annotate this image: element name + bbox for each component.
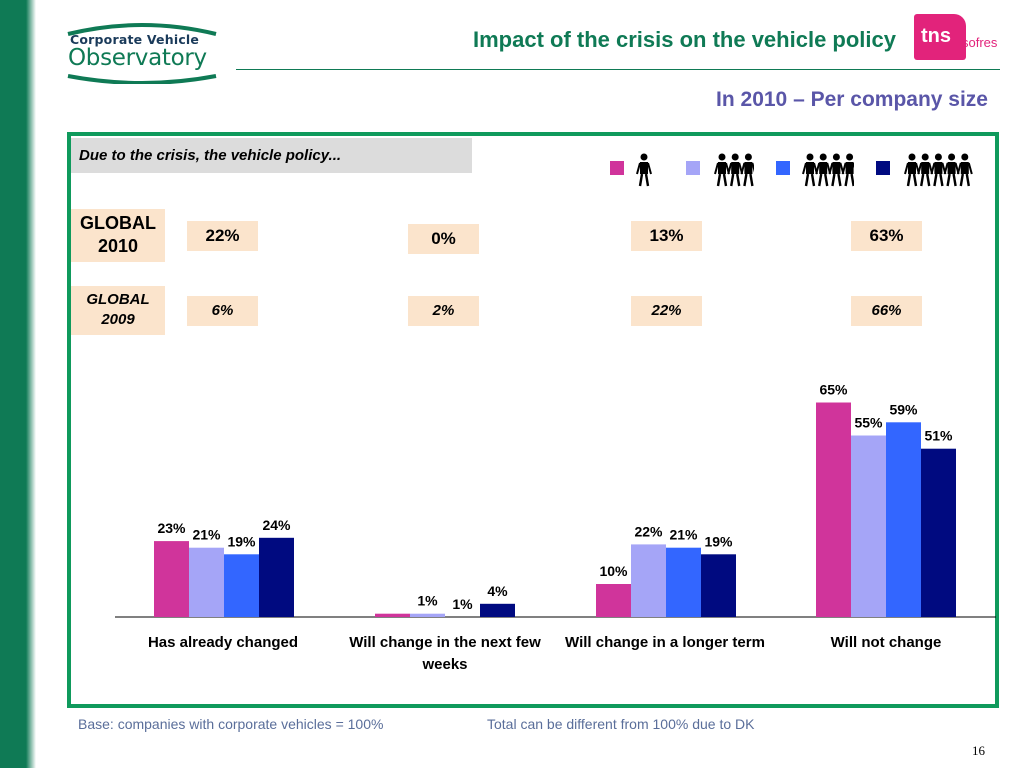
corporate-vehicle-observatory-logo: Corporate Vehicle Observatory <box>62 18 222 84</box>
chart-frame <box>67 132 999 708</box>
bar-series-4 <box>921 448 956 617</box>
global-2009-value: 6% <box>187 296 258 326</box>
legend-swatch-series-1 <box>610 161 624 175</box>
person-figure <box>714 153 730 187</box>
bar-data-label: 19% <box>227 533 256 549</box>
global-2010-value: 22% <box>187 221 258 251</box>
person-figure <box>943 153 960 187</box>
bar-series-3 <box>224 554 259 617</box>
category-label: Will change in a longer term <box>565 634 765 651</box>
bar-series-3 <box>666 547 701 617</box>
bar-data-label: 19% <box>704 533 733 549</box>
legend-swatch-series-3 <box>776 161 790 175</box>
sofres-logo-text: sofres <box>962 35 998 50</box>
person-figure <box>841 153 854 187</box>
page-subtitle: In 2010 – Per company size <box>716 88 988 111</box>
logo-line1: Corporate Vehicle <box>70 32 200 47</box>
global-2010-value: 13% <box>631 221 702 251</box>
tns-logo-text: tns <box>921 25 951 47</box>
bar-series-3 <box>886 422 921 617</box>
global-2009-label: GLOBAL 2009 <box>71 286 165 335</box>
page-title: Impact of the crisis on the vehicle poli… <box>472 27 896 52</box>
people-5-icon <box>904 153 973 187</box>
logo-line2: Observatory <box>68 45 207 71</box>
people-3-icon <box>802 153 854 187</box>
person-figure <box>815 153 832 187</box>
bar-data-label: 21% <box>192 527 221 543</box>
bar-series-2 <box>631 544 666 617</box>
left-decorative-band <box>0 0 26 768</box>
bar-data-label: 23% <box>157 520 186 536</box>
tns-logo-box <box>914 14 966 60</box>
bar-data-label: 21% <box>669 527 698 543</box>
category-label: Will change in the next few weeks <box>349 634 541 673</box>
people-2-icon <box>714 153 754 187</box>
person-figure <box>930 153 947 187</box>
page-number: 16 <box>972 743 985 758</box>
left-decorative-fade <box>26 0 36 768</box>
bar-data-label: 65% <box>819 382 848 398</box>
global-2009-value: 22% <box>631 296 702 326</box>
question-banner: Due to the crisis, the vehicle policy... <box>71 138 472 173</box>
bar-data-label: 22% <box>634 523 663 539</box>
question-text: Due to the crisis, the vehicle policy... <box>79 147 342 164</box>
global-2009-value: 66% <box>851 296 922 326</box>
person-figure <box>636 153 652 187</box>
bar-data-label: 55% <box>854 415 883 431</box>
global-2009-value: 2% <box>408 296 479 326</box>
footnote-base: Base: companies with corporate vehicles … <box>78 716 384 732</box>
bar-series-4 <box>259 537 294 617</box>
bar-series-2 <box>410 613 445 617</box>
bar-data-label: 51% <box>924 428 953 444</box>
bar-data-label: 59% <box>889 401 918 417</box>
global-2010-label: GLOBAL 2010 <box>71 209 165 262</box>
global-2010-value: 0% <box>408 224 479 254</box>
person-figure <box>828 153 845 187</box>
footnote-dk: Total can be different from 100% due to … <box>487 716 755 732</box>
person-figure <box>904 153 920 187</box>
person-figure <box>956 153 973 187</box>
bar-series-1 <box>816 402 851 617</box>
bar-data-label: 1% <box>417 593 438 609</box>
tns-sofres-logo: tns sofres <box>914 14 1004 60</box>
category-label: Has already changed <box>147 634 299 651</box>
bar-data-label: 1% <box>452 596 473 612</box>
logo-swoosh-icon <box>67 23 217 84</box>
bar-series-1 <box>375 613 410 617</box>
person-figure <box>740 153 754 187</box>
bar-series-1 <box>154 541 189 617</box>
category-label: Will not change <box>830 634 942 651</box>
bar-series-1 <box>596 584 631 617</box>
bar-data-label: 24% <box>262 517 291 533</box>
bar-series-4 <box>701 554 736 617</box>
bar-series-2 <box>851 435 886 617</box>
bar-data-label: 10% <box>599 563 628 579</box>
global-2010-value: 63% <box>851 221 922 251</box>
person-1-icon <box>636 153 652 187</box>
bar-series-2 <box>189 547 224 617</box>
legend-swatch-series-2 <box>686 161 700 175</box>
bar-series-4 <box>480 603 515 617</box>
legend-swatch-series-4 <box>876 161 890 175</box>
bar-data-label: 4% <box>487 583 508 599</box>
title-divider <box>236 69 1000 70</box>
